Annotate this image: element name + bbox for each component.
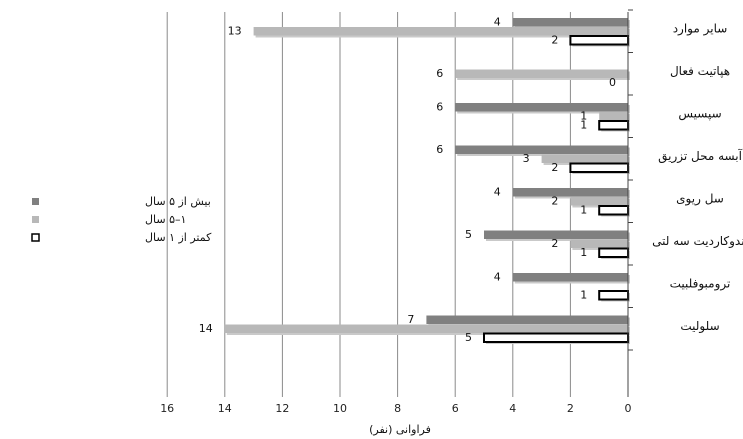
data-label: 4 [494,16,501,29]
bar [253,27,628,36]
data-label: 0 [609,76,616,89]
x-tick-label: 12 [275,402,289,415]
category-label: آبسه محل تزریق [658,148,742,164]
data-label: 3 [523,152,530,165]
x-tick-label: 6 [452,402,459,415]
data-label: 1 [580,289,587,302]
bar [455,69,628,78]
x-tick-label: 0 [625,402,632,415]
data-label: 14 [199,322,213,335]
data-label: 1 [580,110,587,123]
bar [569,35,630,46]
data-label: 2 [551,237,558,250]
x-tick-label: 8 [394,402,401,415]
data-label: 13 [228,25,242,38]
bar [598,247,630,258]
legend-label: ۱–۵ سال [145,213,186,226]
legend-label: بیش از ۵ سال [145,195,211,208]
data-label: 6 [436,101,443,114]
bar [569,162,630,173]
legend-swatch [32,216,39,223]
x-tick-label: 16 [160,402,174,415]
bar [512,188,628,197]
bar [224,324,629,333]
x-tick-label: 14 [218,402,232,415]
data-label: 4 [494,271,501,284]
bar [426,315,628,324]
data-label: 2 [551,161,558,174]
data-label: 1 [580,119,587,132]
bar [483,332,629,343]
category-label: هپاتیت فعال [670,64,730,78]
bar [570,239,628,248]
bar [512,18,628,27]
data-label: 7 [407,313,414,326]
bar [455,103,628,112]
category-label: سایر موارد [673,22,728,37]
x-tick-label: 2 [567,402,574,415]
category-label: سل ریوی [676,192,724,207]
data-label: 1 [580,246,587,259]
x-axis-title: فراوانی (نفر) [369,423,431,436]
legend-swatch [32,198,39,205]
category-label: سپسیس [678,107,721,122]
category-labels: سایر موارد هپاتیت فعال سپسیس آبسه محل تزریق… [652,22,743,335]
x-tick-label: 10 [333,402,347,415]
bar [512,273,628,282]
bar [484,230,628,239]
bar [599,112,628,121]
data-label: 6 [436,67,443,80]
data-label: 6 [436,143,443,156]
bar [455,145,628,154]
bar [598,290,630,301]
data-label: 5 [465,228,472,241]
bar [570,197,628,206]
bar [541,154,628,163]
data-label: 4 [494,186,501,199]
bar [598,205,630,216]
data-label: 2 [551,34,558,47]
bars [224,18,631,344]
x-tick-label: 4 [509,402,516,415]
category-label: اندوکاردیت سه لتی [652,234,743,249]
legend-swatch [31,233,40,242]
legend-label: کمتر از ۱ سال [145,231,212,244]
category-label: ترومبوفلبیت [670,277,731,292]
bar [598,120,630,131]
data-label: 5 [465,331,472,344]
category-label: سلولیت [680,319,719,334]
data-label: 1 [580,204,587,217]
data-label: 2 [551,195,558,208]
legend: بیش از ۵ سال ۱–۵ سال کمتر از ۱ سال [31,195,212,244]
